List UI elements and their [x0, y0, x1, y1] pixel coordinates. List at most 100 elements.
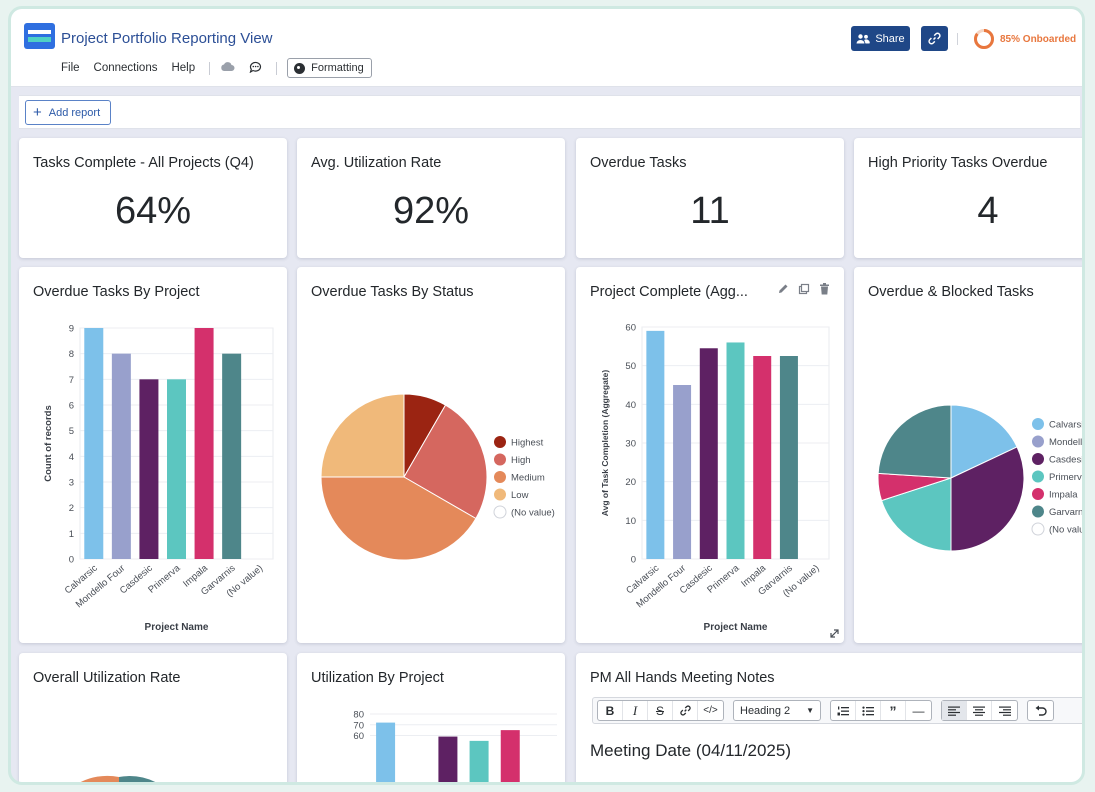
align-left-icon [948, 706, 960, 716]
legend-swatch [1032, 505, 1044, 518]
code-button[interactable]: </> [703, 705, 718, 716]
kpi-card-avg-utilization[interactable]: Avg. Utilization Rate 92% [297, 138, 565, 258]
legend-label: High [511, 455, 531, 466]
kpi-title: Overdue Tasks [590, 155, 687, 171]
edit-icon[interactable] [777, 283, 789, 295]
app-logo-icon [24, 23, 55, 49]
y-tick-label: 4 [69, 452, 74, 463]
y-tick-label: 3 [69, 478, 74, 489]
chart-card-util-by-project[interactable]: Utilization By Project 60 70 80 [297, 653, 565, 782]
header-divider [957, 33, 958, 45]
chart-card-overall-utilization[interactable]: Overall Utilization Rate [19, 653, 287, 782]
legend-swatch [1032, 418, 1044, 430]
legend-swatch [1032, 470, 1044, 483]
kpi-title: High Priority Tasks Overdue [868, 155, 1048, 171]
report-toolbar: + Add report [19, 95, 1080, 129]
kpi-value: 11 [690, 190, 730, 232]
meeting-date-heading[interactable]: Meeting Date (04/11/2025) [590, 741, 791, 760]
overdue-by-status-chart: Highest High Medium Low (No value) [320, 393, 555, 561]
kpi-title: Tasks Complete - All Projects (Q4) [33, 155, 254, 171]
quote-button[interactable]: ” [881, 701, 906, 720]
y-tick-label: 20 [625, 477, 636, 488]
y-tick-label: 2 [69, 503, 74, 514]
palette-icon [294, 62, 306, 74]
y-tick-label: 10 [625, 516, 636, 527]
heading-select-value: Heading 2 [740, 704, 791, 717]
bar [753, 356, 772, 559]
menu-help[interactable]: Help [171, 62, 196, 74]
format-group: B I S </> [597, 700, 724, 721]
heading-select[interactable]: Heading 2 ▼ [733, 700, 821, 721]
onboarding-progress[interactable]: 85% Onboarded [973, 28, 1076, 50]
y-tick-label: 60 [353, 731, 364, 742]
legend-swatch [1032, 488, 1044, 500]
pie-slice [320, 393, 405, 478]
link-button[interactable] [673, 701, 698, 720]
pie-slice [950, 404, 1018, 479]
horizontal-rule-button[interactable]: — [912, 703, 925, 718]
menu-connections[interactable]: Connections [93, 62, 158, 74]
bold-button[interactable]: B [598, 701, 623, 720]
plus-icon: + [33, 104, 42, 121]
italic-button[interactable]: I [623, 701, 648, 720]
kpi-card-tasks-complete[interactable]: Tasks Complete - All Projects (Q4) 64% [19, 138, 287, 258]
align-center-icon [973, 706, 985, 716]
share-label: Share [875, 32, 905, 45]
bullet-list-icon [862, 706, 874, 716]
pie-slice [950, 446, 1025, 552]
align-left-button[interactable] [942, 701, 967, 720]
chart-card-project-complete[interactable]: Project Complete (Agg... 0 10 20 30 40 50 60 Ca… [576, 267, 844, 643]
app-title[interactable]: Project Portfolio Reporting View [61, 30, 273, 47]
pie-slice [320, 476, 477, 561]
strikethrough-button[interactable]: S [648, 701, 673, 720]
notes-title: PM All Hands Meeting Notes [590, 670, 775, 686]
notes-card-meeting[interactable]: PM All Hands Meeting Notes B I S </> Hea… [576, 653, 1082, 782]
ordered-list-button[interactable] [831, 701, 856, 720]
legend-label: (No value) [1049, 525, 1085, 536]
chart-title: Project Complete (Agg... [590, 284, 748, 300]
bar [139, 379, 159, 559]
resize-handle-icon[interactable] [829, 628, 840, 639]
delete-icon[interactable] [819, 283, 830, 295]
bar [194, 328, 214, 559]
block-group: ” — [830, 700, 932, 721]
cloud-icon[interactable] [220, 61, 235, 75]
kpi-card-high-priority-overdue[interactable]: High Priority Tasks Overdue 4 [854, 138, 1082, 258]
card-tools [777, 283, 830, 295]
undo-button[interactable] [1028, 701, 1053, 720]
kpi-card-overdue-tasks[interactable]: Overdue Tasks 11 [576, 138, 844, 258]
chart-title: Utilization By Project [311, 670, 444, 686]
add-report-label: Add report [48, 106, 101, 119]
bar [469, 740, 489, 782]
chart-card-overdue-blocked[interactable]: Overdue & Blocked Tasks Calvarsic Mondell… [854, 267, 1085, 643]
y-tick-label: 70 [353, 720, 364, 731]
chart-card-overdue-by-project[interactable]: Overdue Tasks By Project 0 1 2 3 4 5 6 7 8 9 Calva… [19, 267, 287, 643]
align-right-button[interactable] [992, 701, 1017, 720]
bar [779, 356, 798, 559]
legend-label: Medium [511, 473, 545, 484]
align-center-button[interactable] [967, 701, 992, 720]
formatting-button[interactable]: Formatting [287, 58, 372, 78]
chart-card-overdue-by-status[interactable]: Overdue Tasks By Status Highest High Mediu… [297, 267, 565, 643]
menu-divider [209, 61, 211, 75]
legend-label: Primerva [1049, 472, 1085, 483]
comment-icon[interactable] [249, 61, 262, 76]
link-icon [679, 705, 691, 716]
x-axis-label: Project Name [704, 622, 768, 633]
y-tick-label: 1 [69, 529, 74, 540]
copy-link-button[interactable] [921, 26, 948, 51]
share-button[interactable]: Share [851, 26, 910, 51]
y-tick-label: 0 [69, 555, 74, 566]
add-report-button[interactable]: + Add report [25, 100, 111, 125]
bar [673, 385, 692, 559]
menu-file[interactable]: File [61, 62, 80, 74]
pie-slice [877, 404, 952, 479]
app-frame: Project Portfolio Reporting View File Co… [8, 6, 1085, 785]
menu-bar: File Connections Help Formatting [61, 58, 372, 78]
bullet-list-button[interactable] [856, 701, 881, 720]
align-group [941, 700, 1018, 721]
duplicate-icon[interactable] [798, 283, 810, 295]
